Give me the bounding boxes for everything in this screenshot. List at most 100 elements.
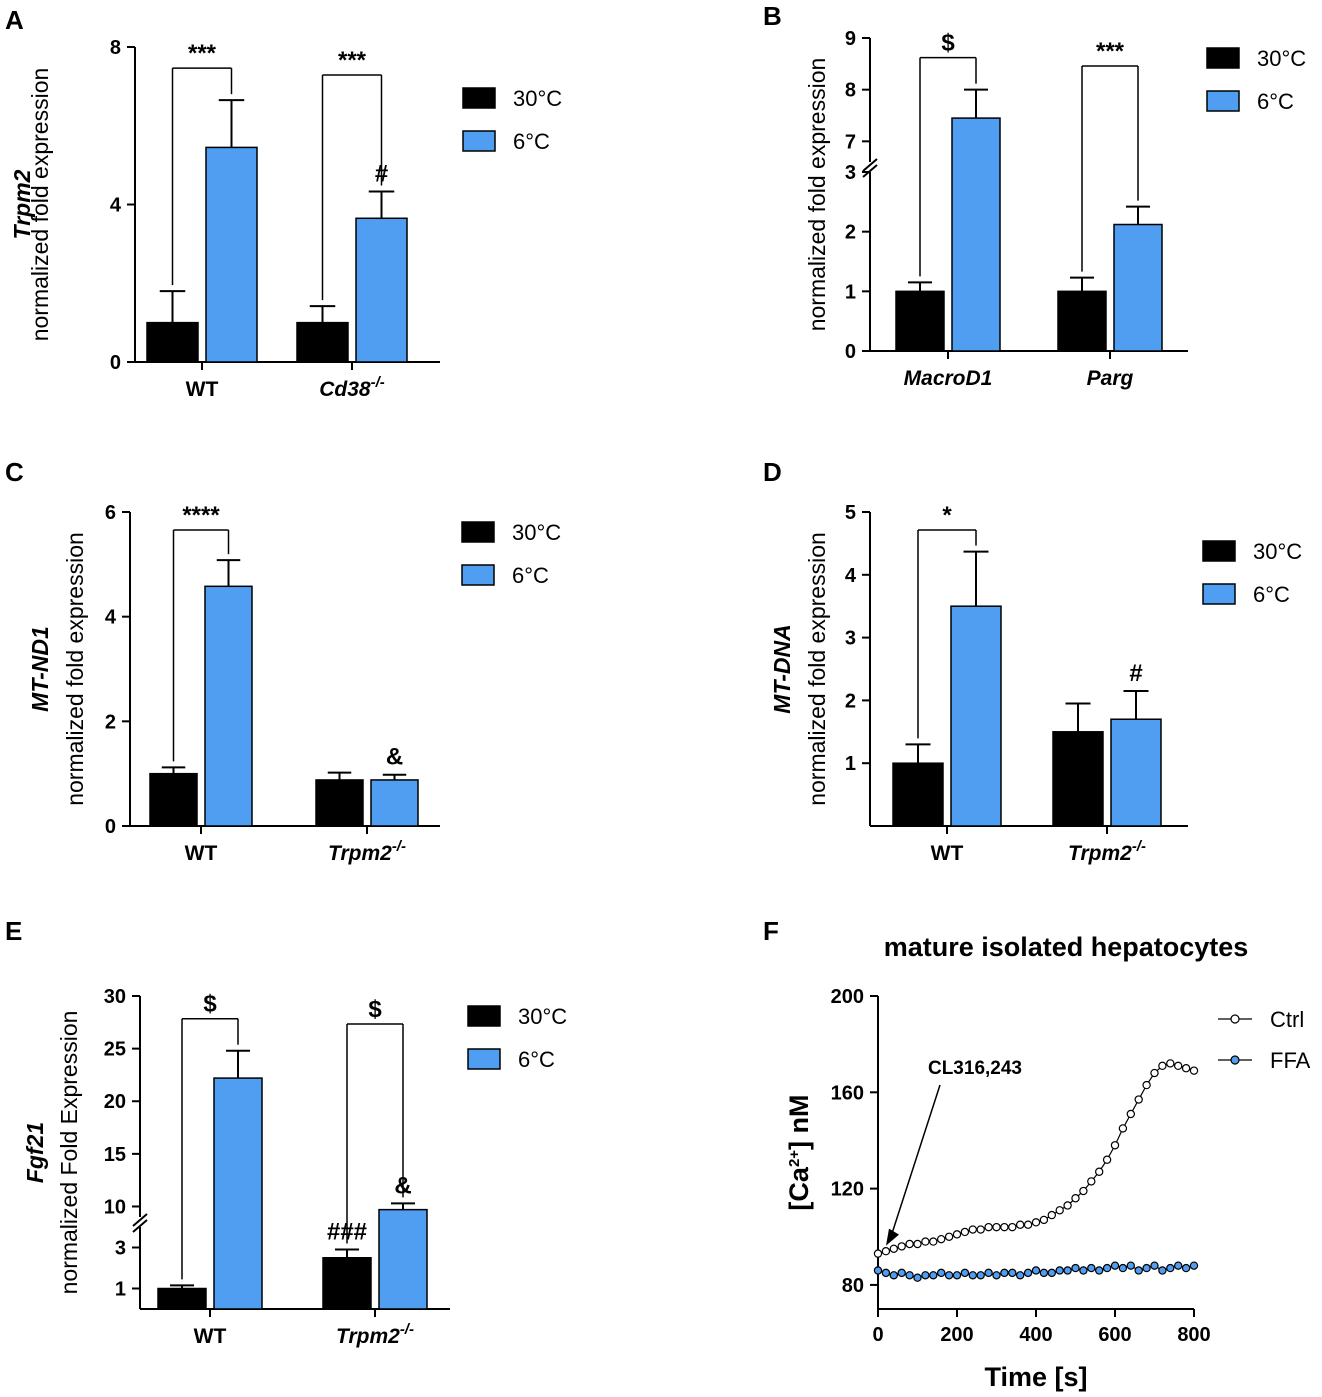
- legend-swatch: [1206, 47, 1240, 69]
- point-ctrl: [944, 1232, 954, 1241]
- point-ffa: [1016, 1271, 1025, 1280]
- legend-label: 6°C: [513, 129, 550, 154]
- point-ctrl: [1189, 1066, 1199, 1075]
- y-axis-label: normalized fold expression: [804, 58, 830, 332]
- point-ctrl: [905, 1239, 914, 1249]
- legend-label: FFA: [1270, 1048, 1311, 1073]
- legend-swatch: [467, 1048, 501, 1070]
- bar-6C-1: [370, 779, 419, 827]
- point-ctrl: [1023, 1220, 1033, 1229]
- category-label: Parg: [1087, 367, 1134, 390]
- point-ffa: [937, 1268, 946, 1278]
- point-ffa: [929, 1271, 938, 1280]
- legend: 30°C 6°C: [467, 1004, 567, 1072]
- point-ctrl: [889, 1244, 899, 1254]
- y-tick-label: 6: [105, 502, 116, 524]
- legend: 30°C 6°C: [461, 520, 561, 588]
- category-name: MacroD1: [904, 367, 993, 390]
- point-ctrl: [1055, 1206, 1064, 1215]
- y-tick-label: 1: [845, 753, 856, 775]
- y-tick-label: 80: [842, 1275, 864, 1297]
- point-ffa: [1150, 1261, 1159, 1270]
- point-ctrl: [1142, 1080, 1151, 1090]
- point-ffa: [984, 1268, 993, 1278]
- point-ffa: [1142, 1263, 1151, 1273]
- point-ctrl: [1071, 1194, 1080, 1203]
- y-tick-label: 3: [115, 1238, 126, 1260]
- y-tick-label: 9: [845, 28, 856, 50]
- y-axis-gene-label: Trpm2: [9, 169, 35, 239]
- panel-label: F: [763, 916, 779, 946]
- category-name: WT: [185, 842, 218, 865]
- bar-6C-0: [213, 1077, 263, 1310]
- category-label: WT: [185, 842, 218, 865]
- point-ffa: [1189, 1261, 1199, 1270]
- bar-30C-1: [1052, 731, 1104, 827]
- point-ctrl: [1008, 1222, 1017, 1232]
- y-tick-label: 0: [105, 816, 116, 838]
- panel-label: A: [5, 5, 24, 35]
- point-ctrl: [1134, 1095, 1143, 1104]
- y-tick-label: 4: [105, 607, 117, 629]
- bar-6C-1: [378, 1208, 428, 1310]
- bar-6C-1: [1113, 223, 1163, 352]
- significance-label: $: [941, 30, 955, 57]
- y-tick-label: 7: [845, 131, 856, 153]
- point-ffa: [1063, 1266, 1072, 1275]
- category-label: Cd38-/-: [319, 374, 385, 401]
- category-name: Parg: [1087, 367, 1134, 390]
- point-ctrl: [937, 1234, 946, 1244]
- bar-30C-1: [322, 1257, 372, 1310]
- y-tick-label: 8: [845, 80, 856, 102]
- point-ctrl: [1118, 1124, 1128, 1133]
- category-label: Trpm2-/-: [1068, 838, 1146, 865]
- legend-swatch: [461, 564, 495, 586]
- y-tick-label: 200: [831, 986, 864, 1008]
- point-ffa: [968, 1271, 978, 1280]
- point-ffa: [960, 1268, 970, 1278]
- legend-marker: [1230, 1055, 1240, 1065]
- bar-annotation: &: [394, 1172, 411, 1199]
- y-tick-label: 3: [845, 162, 856, 184]
- panel-label: C: [5, 457, 24, 487]
- point-ctrl: [976, 1225, 985, 1234]
- bar-30C-0: [146, 321, 199, 363]
- legend-label: 30°C: [512, 520, 561, 545]
- point-ffa: [881, 1268, 891, 1278]
- point-ffa: [897, 1268, 906, 1278]
- legend-label: 6°C: [1253, 582, 1290, 607]
- significance-label: $: [368, 996, 382, 1023]
- point-ctrl: [913, 1239, 922, 1249]
- legend-label: 6°C: [518, 1047, 555, 1072]
- y-axis-label: normalized fold expression: [804, 532, 830, 806]
- axis-break-mark: [132, 1213, 148, 1227]
- point-ffa: [1071, 1263, 1080, 1273]
- panel-C: C 0 2 4 6 normalized fold expression MT-ND1 ***…: [5, 457, 561, 865]
- point-ffa: [1166, 1263, 1175, 1273]
- category-name: WT: [194, 1325, 227, 1348]
- category-label: WT: [194, 1325, 227, 1348]
- y-axis-label: normalized Fold Expression: [56, 1011, 82, 1295]
- y-axis-label: normalized fold expression: [62, 532, 88, 806]
- point-ffa: [952, 1271, 962, 1280]
- category-label: WT: [186, 378, 219, 401]
- legend: Ctrl FFA: [1218, 1007, 1311, 1073]
- point-ffa: [1181, 1263, 1191, 1273]
- point-ffa: [992, 1271, 1001, 1280]
- point-ctrl: [1158, 1061, 1167, 1071]
- bar-30C-0: [895, 290, 945, 352]
- bar-6C-0: [951, 117, 1001, 352]
- significance-label: ***: [188, 40, 217, 67]
- point-ctrl: [1110, 1141, 1120, 1150]
- y-tick-label: 15: [104, 1144, 126, 1166]
- point-ffa: [1055, 1266, 1064, 1275]
- y-axis-label: normalized fold expression: [27, 68, 53, 342]
- legend: 30°C 6°C: [462, 86, 562, 154]
- legend-label: 30°C: [513, 86, 562, 111]
- y-label-superscript: 2+: [786, 1150, 803, 1167]
- x-axis-label: Time [s]: [984, 1362, 1087, 1392]
- point-ctrl: [1094, 1167, 1104, 1176]
- y-tick-label: 3: [845, 628, 856, 650]
- point-ffa: [1158, 1266, 1167, 1275]
